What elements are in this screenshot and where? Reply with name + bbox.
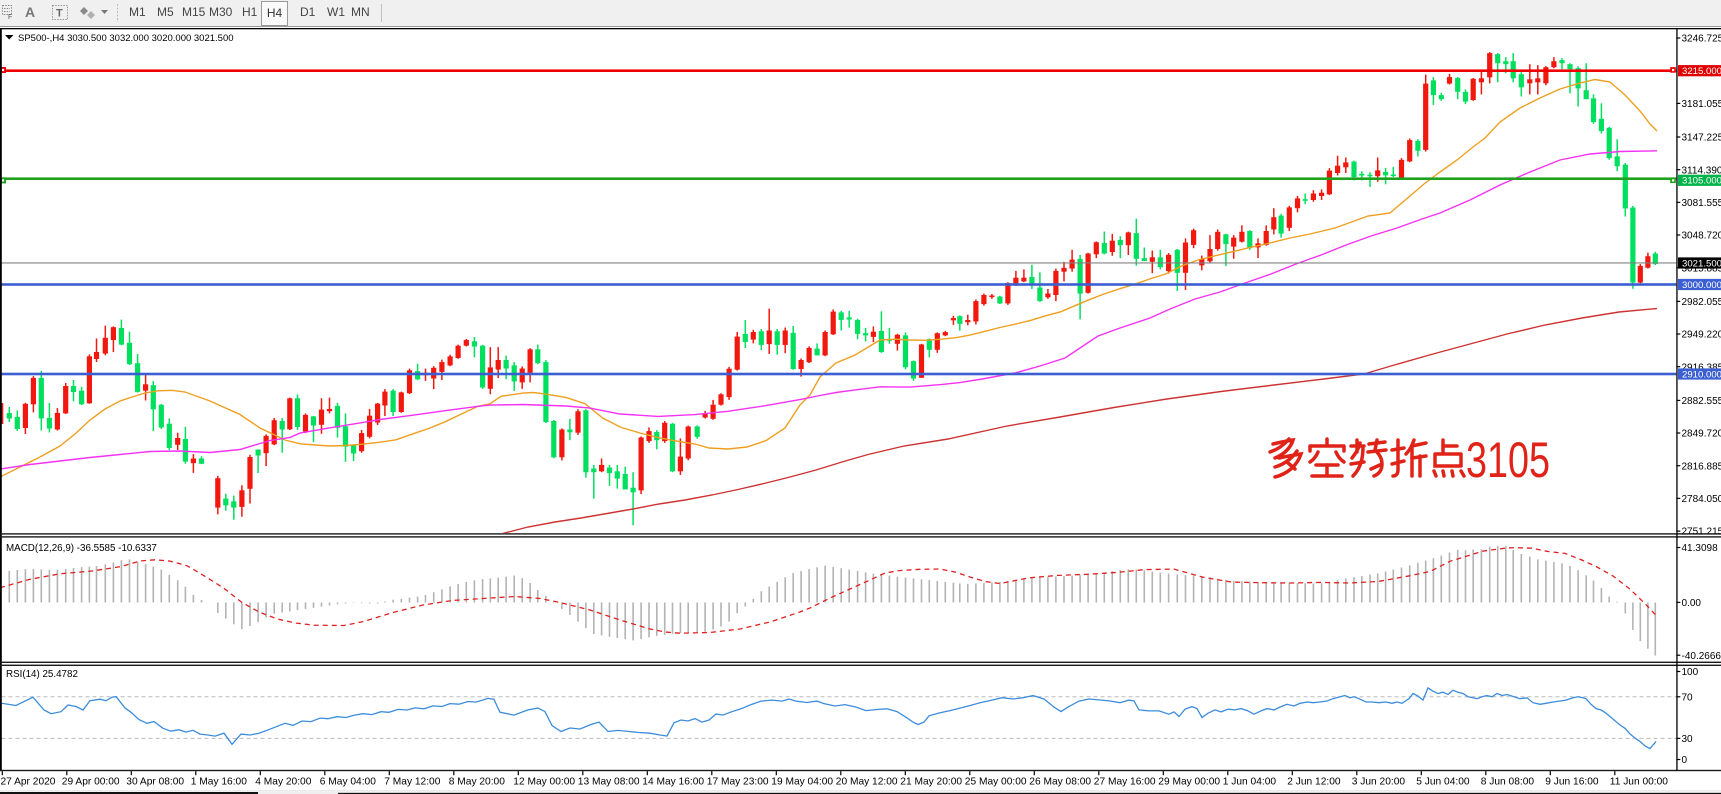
- svg-text:2910.000: 2910.000: [1682, 369, 1721, 380]
- svg-text:6 May 04:00: 6 May 04:00: [320, 777, 376, 788]
- svg-text:T: T: [56, 8, 63, 20]
- svg-text:1 May 16:00: 1 May 16:00: [191, 777, 247, 788]
- svg-text:8 Jun 08:00: 8 Jun 08:00: [1481, 777, 1535, 788]
- svg-text:2751.215: 2751.215: [1682, 527, 1721, 538]
- svg-text:2784.050: 2784.050: [1682, 494, 1721, 505]
- svg-text:14 May 16:00: 14 May 16:00: [642, 777, 704, 788]
- svg-text:3181.055: 3181.055: [1682, 99, 1721, 110]
- svg-text:3114.390: 3114.390: [1682, 165, 1721, 176]
- svg-text:70: 70: [1682, 692, 1694, 703]
- svg-text:3021.500: 3021.500: [1682, 258, 1721, 269]
- svg-text:27 Apr 2020: 27 Apr 2020: [1, 777, 56, 788]
- svg-text:2816.885: 2816.885: [1682, 461, 1721, 472]
- svg-text:3147.225: 3147.225: [1682, 133, 1721, 144]
- svg-text:5 Jun 04:00: 5 Jun 04:00: [1416, 777, 1470, 788]
- svg-text:21 May 20:00: 21 May 20:00: [900, 777, 962, 788]
- svg-text:3215.000: 3215.000: [1682, 66, 1721, 77]
- svg-text:RSI(14) 25.4782: RSI(14) 25.4782: [6, 669, 78, 680]
- svg-text:2916.385: 2916.385: [1682, 362, 1721, 373]
- svg-text:3246.725: 3246.725: [1682, 34, 1721, 45]
- svg-text:F: F: [8, 14, 12, 21]
- svg-text:9 Jun 16:00: 9 Jun 16:00: [1545, 777, 1599, 788]
- svg-text:30: 30: [1682, 734, 1694, 745]
- svg-text:13 May 08:00: 13 May 08:00: [578, 777, 640, 788]
- svg-text:25 May 00:00: 25 May 00:00: [965, 777, 1027, 788]
- svg-text:29 Apr 00:00: 29 Apr 00:00: [62, 777, 120, 788]
- svg-text:19 May 04:00: 19 May 04:00: [771, 777, 833, 788]
- svg-text:7 May 12:00: 7 May 12:00: [384, 777, 440, 788]
- svg-text:20 May 12:00: 20 May 12:00: [836, 777, 898, 788]
- svg-text:A: A: [25, 4, 35, 20]
- svg-text:2982.055: 2982.055: [1682, 297, 1721, 308]
- svg-text:3000.000: 3000.000: [1682, 280, 1721, 291]
- svg-text:SP500-,H4 3030.500 3032.000 3: SP500-,H4 3030.500 3032.000 3020.000 302…: [18, 33, 234, 44]
- svg-text:3105.000: 3105.000: [1682, 176, 1721, 187]
- svg-text:0: 0: [1682, 755, 1688, 766]
- svg-text:2849.720: 2849.720: [1682, 429, 1721, 440]
- svg-text:30 Apr 08:00: 30 Apr 08:00: [126, 777, 184, 788]
- svg-text:41.3098: 41.3098: [1682, 543, 1719, 554]
- svg-text:1 Jun 04:00: 1 Jun 04:00: [1223, 777, 1277, 788]
- svg-text:17 May 23:00: 17 May 23:00: [707, 777, 769, 788]
- svg-text:27 May 16:00: 27 May 16:00: [1094, 777, 1156, 788]
- svg-text:11 Jun 00:00: 11 Jun 00:00: [1610, 777, 1668, 788]
- svg-text:12 May 00:00: 12 May 00:00: [513, 777, 575, 788]
- svg-text:3015.885: 3015.885: [1682, 263, 1721, 274]
- svg-text:3 Jun 20:00: 3 Jun 20:00: [1352, 777, 1406, 788]
- svg-text:-40.2666: -40.2666: [1682, 651, 1721, 662]
- svg-text:MACD(12,26,9) -36.5585 -10.633: MACD(12,26,9) -36.5585 -10.6337: [6, 543, 157, 554]
- svg-text:8 May 20:00: 8 May 20:00: [449, 777, 505, 788]
- svg-text:2 Jun 12:00: 2 Jun 12:00: [1287, 777, 1341, 788]
- svg-text:100: 100: [1682, 667, 1699, 678]
- svg-text:2882.555: 2882.555: [1682, 396, 1721, 407]
- svg-text:29 May 00:00: 29 May 00:00: [1158, 777, 1220, 788]
- svg-text:3081.555: 3081.555: [1682, 198, 1721, 209]
- svg-text:26 May 08:00: 26 May 08:00: [1029, 777, 1091, 788]
- svg-text:3105: 3105: [1466, 432, 1550, 488]
- svg-text:2949.220: 2949.220: [1682, 330, 1721, 341]
- svg-text:4 May 20:00: 4 May 20:00: [255, 777, 311, 788]
- svg-text:3048.720: 3048.720: [1682, 231, 1721, 242]
- svg-text:0.00: 0.00: [1682, 598, 1702, 609]
